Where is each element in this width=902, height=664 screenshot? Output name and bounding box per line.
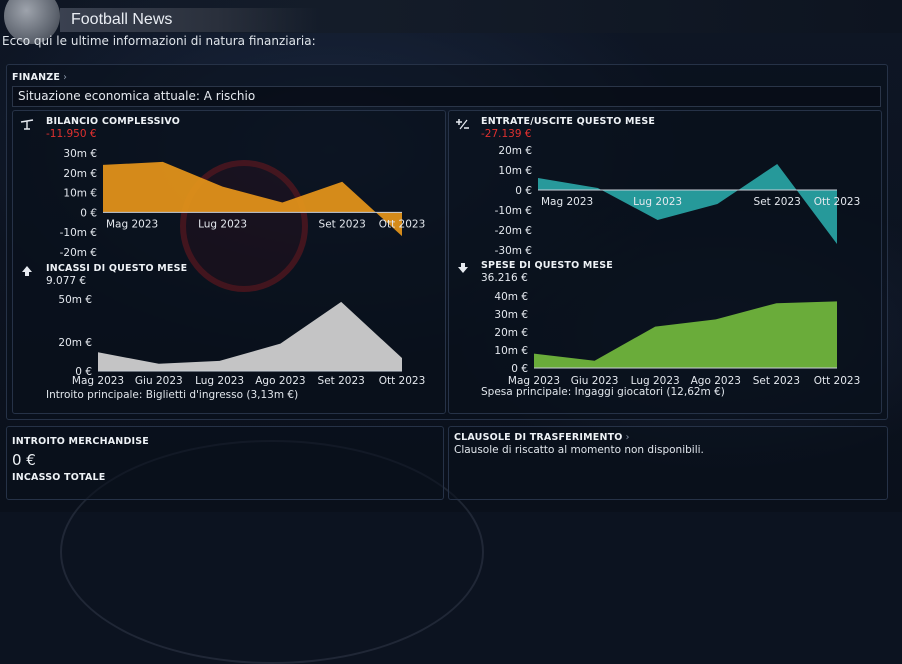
net-value: -27.139 € (481, 128, 532, 140)
balance-scale-icon (20, 117, 34, 131)
balance-x-tick-label: Set 2023 (319, 218, 366, 230)
net-y-tick-label: 20m € (498, 145, 532, 157)
balance-y-tick-label: 10m € (63, 188, 97, 200)
intro-text: Ecco qui le ultime informazioni di natur… (2, 34, 316, 48)
balance-x-tick-label: Mag 2023 (106, 218, 158, 230)
net-y-tick-label: 10m € (498, 165, 532, 177)
net-title: ENTRATE/USCITE QUESTO MESE (481, 116, 655, 127)
income-title: INCASSI DI QUESTO MESE (46, 263, 187, 274)
balance-title: BILANCIO COMPLESSIVO (46, 116, 180, 127)
net-y-tick-label: 0 € (515, 185, 532, 197)
income-y-tick-label: 50m € (58, 294, 92, 306)
balance-chart: 30m € 20m € 10m € 0 € -10m € -20m € Mag 2023 Lu… (40, 140, 430, 262)
merchandise-value: 0 € (12, 451, 36, 469)
net-y-tick-label: -30m € (495, 245, 532, 255)
income-main-note: Introito principale: Biglietti d'ingress… (46, 389, 298, 401)
net-y-tick-label: -20m € (495, 225, 532, 237)
income-x-tick-label: Lug 2023 (195, 375, 244, 387)
balance-y-tick-label: -10m € (60, 227, 97, 239)
income-y-tick-label: 20m € (58, 337, 92, 349)
net-y-tick-label: -10m € (495, 205, 532, 217)
income-area (98, 302, 402, 371)
expenses-value: 36.216 € (481, 272, 528, 284)
page-title: Football News (71, 11, 172, 29)
finance-status-box: Situazione economica attuale: A rischio (12, 86, 881, 107)
expenses-main-value: Ingaggi giocatori (12,62m €) (575, 386, 725, 398)
balance-value: -11.950 € (46, 128, 97, 140)
net-x-tick-label: Set 2023 (754, 196, 801, 208)
net-x-tick-label: Lug 2023 (633, 196, 682, 208)
balance-y-tick-label: 30m € (63, 148, 97, 160)
chevron-right-icon: › (63, 72, 67, 83)
expenses-x-tick-label: Set 2023 (753, 375, 800, 387)
balance-y-tick-label: -20m € (60, 247, 97, 259)
net-x-tick-label: Mag 2023 (541, 196, 593, 208)
income-x-tick-label: Ott 2023 (379, 375, 426, 387)
transfer-clauses-text: Clausole di riscatto al momento non disp… (454, 444, 704, 456)
income-main-label: Introito principale: (46, 389, 142, 401)
income-value: 9.077 € (46, 275, 86, 287)
expenses-x-tick-label: Ott 2023 (814, 375, 861, 387)
expenses-title: SPESE DI QUESTO MESE (481, 260, 613, 271)
arrow-down-icon (456, 261, 470, 275)
expenses-main-note: Spesa principale: Ingaggi giocatori (12,… (481, 386, 725, 398)
balance-x-tick-label: Lug 2023 (198, 218, 247, 230)
balance-y-tick-label: 0 € (80, 207, 97, 219)
finance-section-header[interactable]: FINANZE› (12, 72, 67, 83)
net-chart: 20m € 10m € 0 € -10m € -20m € -30m € Mag 2023 L… (475, 140, 870, 255)
income-x-tick-label: Ago 2023 (255, 375, 305, 387)
total-income-title: INCASSO TOTALE (12, 472, 105, 483)
income-main-value: Biglietti d'ingresso (3,13m €) (146, 389, 298, 401)
income-x-tick-label: Set 2023 (318, 375, 365, 387)
finance-section-label: FINANZE (12, 72, 60, 83)
merchandise-title: INTROITO MERCHANDISE (12, 436, 149, 447)
expenses-area (534, 301, 837, 368)
arrow-up-icon (20, 264, 34, 278)
finance-status-text: Situazione economica attuale: A rischio (18, 89, 255, 103)
income-x-tick-label: Giu 2023 (135, 375, 183, 387)
expenses-main-label: Spesa principale: (481, 386, 571, 398)
balance-y-tick-label: 20m € (63, 168, 97, 180)
balance-x-tick-label: Ott 2023 (379, 218, 426, 230)
net-x-tick-label: Ott 2023 (814, 196, 861, 208)
chevron-right-icon: › (626, 432, 630, 443)
transfer-clauses-header[interactable]: CLAUSOLE DI TRASFERIMENTO› (454, 432, 630, 443)
expenses-y-tick-label: 40m € (494, 291, 528, 303)
plus-minus-icon (456, 117, 470, 131)
expenses-y-tick-label: 0 € (511, 363, 528, 375)
expenses-y-tick-label: 10m € (494, 345, 528, 357)
expenses-y-tick-label: 20m € (494, 327, 528, 339)
transfer-clauses-title: CLAUSOLE DI TRASFERIMENTO (454, 432, 623, 443)
income-x-tick-label: Mag 2023 (72, 375, 124, 387)
expenses-y-tick-label: 30m € (494, 309, 528, 321)
